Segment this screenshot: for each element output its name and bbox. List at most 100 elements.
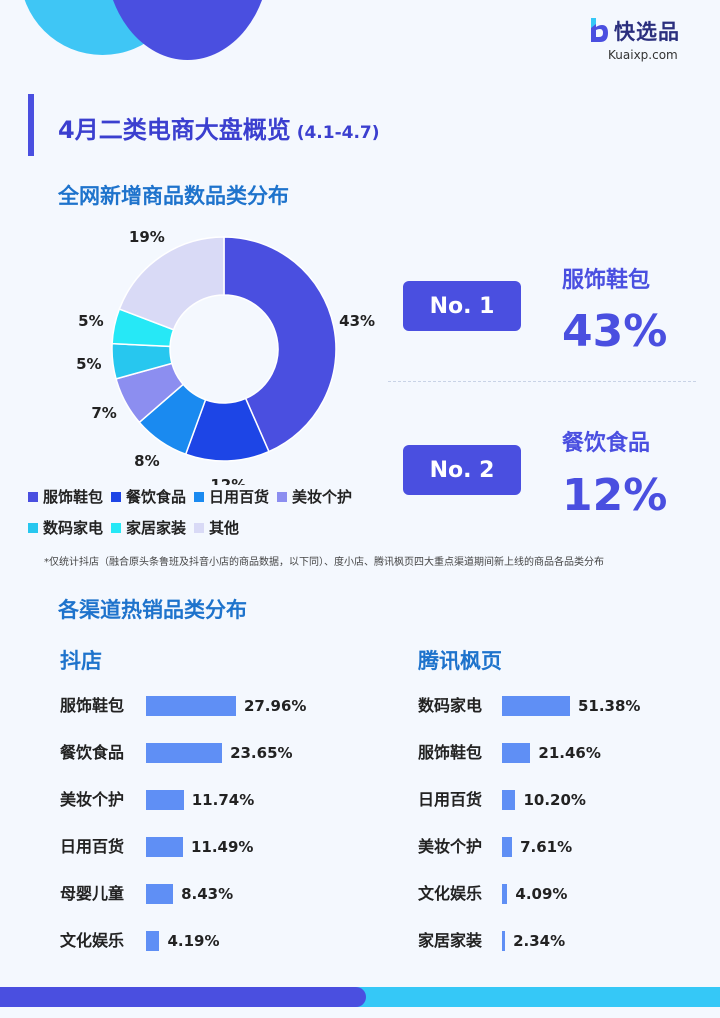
footer-bar-indigo: [0, 987, 366, 1007]
brand-name: 快选品: [614, 20, 680, 44]
legend-item-food: 餐饮食品: [111, 486, 186, 507]
donut-label-digital: 5%: [76, 355, 101, 373]
bar: [502, 696, 570, 716]
bar-row: 日用百货 10.20%: [418, 788, 720, 812]
legend-swatch: [194, 522, 205, 533]
bar: [146, 884, 174, 904]
brand-logo-icon: [591, 18, 608, 42]
legend-swatch: [277, 491, 288, 502]
legend-swatch: [194, 491, 205, 502]
donut-label-food: 12%: [210, 476, 246, 485]
legend-swatch: [28, 491, 38, 502]
rank-2-badge: No. 2: [403, 445, 521, 495]
bar-label: 服饰鞋包: [60, 696, 125, 715]
donut-legend-row: 数码家电 家居家装 其他: [28, 517, 398, 538]
bar: [146, 696, 236, 716]
donut-chart: 43% 12% 8% 7% 5% 5% 19%: [76, 228, 375, 485]
bar-row: 服饰鞋包 27.96%: [60, 694, 390, 718]
section-title-category-distribution: 全网新增商品数品类分布: [58, 184, 289, 208]
donut-legend: 服饰鞋包 餐饮食品 日用百货 美妆个护 数码家电 家居家装 其他: [28, 486, 398, 548]
bar-value-label: 11.74%: [191, 791, 255, 809]
bar: [502, 743, 531, 763]
channel-title-tencent: 腾讯枫页: [418, 649, 502, 673]
bar-label: 美妆个护: [60, 790, 125, 809]
bar-row: 美妆个护 7.61%: [418, 835, 720, 859]
page-title: 4月二类电商大盘概览 (4.1-4.7): [58, 110, 380, 145]
bar: [146, 790, 184, 810]
bar: [502, 884, 508, 904]
legend-item-daily: 日用百货: [194, 486, 269, 507]
bar-value-label: 23.65%: [230, 744, 293, 762]
bar-row: 日用百货 11.49%: [60, 835, 390, 859]
legend-label: 其他: [209, 519, 240, 537]
donut-slice-apparel: [223, 236, 337, 453]
bar-row: 家居家装 2.34%: [418, 929, 720, 953]
title-accent-bar: [28, 94, 34, 156]
bar-row: 服饰鞋包 21.46%: [418, 741, 720, 765]
bar: [502, 837, 513, 857]
bar-label: 文化娱乐: [418, 884, 483, 903]
bar-row: 文化娱乐 4.19%: [60, 929, 390, 953]
rank-1-value: 43%: [562, 306, 668, 357]
bar-value-label: 4.19%: [167, 932, 220, 950]
bar: [146, 743, 223, 763]
donut-slice-other: [118, 236, 225, 331]
rank-2-category: 餐饮食品: [562, 431, 651, 456]
bar-row: 数码家电 51.38%: [418, 694, 720, 718]
legend-swatch: [111, 491, 122, 502]
channel-title-doudian: 抖店: [60, 649, 102, 673]
bar-value-label: 27.96%: [243, 697, 307, 715]
bar-value-label: 7.61%: [520, 838, 573, 856]
bar-label: 日用百货: [60, 837, 125, 856]
bar: [146, 931, 160, 951]
bar-value-label: 4.09%: [515, 885, 568, 903]
donut-label-other: 19%: [129, 228, 165, 246]
legend-item-beauty: 美妆个护: [277, 486, 352, 507]
footnote: *仅统计抖店（融合原头条鲁班及抖音小店的商品数据，以下同）、度小店、腾讯枫页四大…: [44, 557, 604, 568]
donut-label-daily: 8%: [134, 452, 159, 470]
bar-value-label: 8.43%: [181, 885, 234, 903]
brand-site: Kuaixp.com: [608, 48, 678, 62]
legend-label: 美妆个护: [292, 488, 353, 506]
bar-row: 母婴儿童 8.43%: [60, 882, 390, 906]
donut-label-apparel: 43%: [339, 312, 375, 330]
bar-label: 餐饮食品: [60, 743, 125, 762]
donut-label-home: 5%: [78, 312, 103, 330]
legend-label: 服饰鞋包: [43, 488, 104, 506]
bar-label: 美妆个护: [418, 837, 483, 856]
bar-label: 日用百货: [418, 790, 483, 809]
bar-label: 母婴儿童: [60, 884, 125, 903]
decor-circle-indigo: [105, 0, 270, 60]
page-title-text: 4月二类电商大盘概览: [58, 116, 291, 144]
legend-label: 数码家电: [43, 519, 104, 537]
legend-item-other: 其他: [194, 517, 239, 538]
legend-item-apparel: 服饰鞋包: [28, 486, 103, 507]
page-title-date-range: (4.1-4.7): [296, 123, 380, 143]
legend-label: 餐饮食品: [126, 488, 187, 506]
bar: [502, 790, 516, 810]
bar-value-label: 10.20%: [523, 791, 586, 809]
legend-label: 家居家装: [126, 519, 187, 537]
rank-2-value: 12%: [562, 470, 668, 521]
legend-item-home: 家居家装: [111, 517, 186, 538]
bar-label: 服饰鞋包: [418, 743, 483, 762]
rank-1-category: 服饰鞋包: [562, 268, 651, 293]
rank-1-badge: No. 1: [403, 281, 521, 331]
bar-value-label: 51.38%: [577, 697, 641, 715]
legend-label: 日用百货: [209, 488, 270, 506]
section-title-channel-distribution: 各渠道热销品类分布: [58, 598, 247, 622]
bar-row: 美妆个护 11.74%: [60, 788, 390, 812]
legend-item-digital: 数码家电: [28, 517, 103, 538]
bar-value-label: 21.46%: [538, 744, 601, 762]
bar-label: 数码家电: [418, 696, 483, 715]
bar-value-label: 11.49%: [190, 838, 254, 856]
bar-row: 文化娱乐 4.09%: [418, 882, 720, 906]
bar-label: 家居家装: [418, 931, 483, 950]
donut-label-beauty: 7%: [91, 404, 116, 422]
legend-swatch: [28, 522, 38, 533]
bar-row: 餐饮食品 23.65%: [60, 741, 390, 765]
rank-divider: [388, 381, 696, 382]
legend-swatch: [111, 522, 122, 533]
bar-label: 文化娱乐: [60, 931, 125, 950]
donut-legend-row: 服饰鞋包 餐饮食品 日用百货 美妆个护: [28, 486, 398, 507]
